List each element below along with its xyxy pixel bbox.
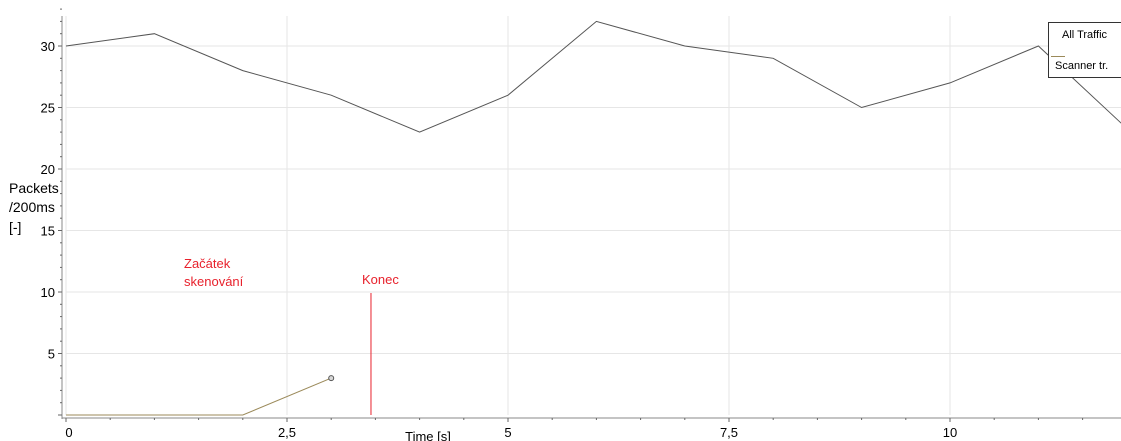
x-tick-label: 0 [65,425,72,440]
legend-item-all-traffic: All Traffic [1062,29,1108,41]
y-tick-label: 20 [41,162,55,177]
axes [58,8,1121,422]
x-tick-label: 10 [943,425,957,440]
x-tick-label: 2,5 [278,425,296,440]
y-tick-label: 30 [41,39,55,54]
annotation-start-line-1: Začátek [184,256,231,271]
tick-labels: 5 10 15 20 25 30 0 2,5 5 7,5 10 Time [s] [41,39,958,441]
y-tick-label: 10 [41,285,55,300]
annotation-start: Začátek skenování [184,255,243,291]
series-scanner-end-point [328,375,335,382]
y-tick-label: 15 [41,224,55,239]
y-tick-label: 5 [48,347,55,362]
annotation-start-line-2: skenování [184,274,244,289]
y-axis-label-line-2: /200ms [9,199,55,215]
x-tick-label: 5 [504,425,511,440]
series-lines [65,20,1121,416]
legend-swatch-scanner [1051,56,1065,57]
y-tick-label: 25 [41,101,55,116]
series-all-traffic-line [65,20,1121,133]
legend: All Traffic Scanner tr. [1048,22,1121,78]
series-scanner-line [66,377,332,416]
x-tick-label: 7,5 [720,425,738,440]
annotation-end: Konec [362,272,399,287]
y-axis-label-line-1: Packets [9,180,59,196]
y-axis-label-line-3: [-] [9,219,22,235]
x-axis-label: Time [s] [405,429,451,441]
grid-lines [65,16,1121,415]
legend-item-scanner: Scanner tr. [1055,60,1109,72]
